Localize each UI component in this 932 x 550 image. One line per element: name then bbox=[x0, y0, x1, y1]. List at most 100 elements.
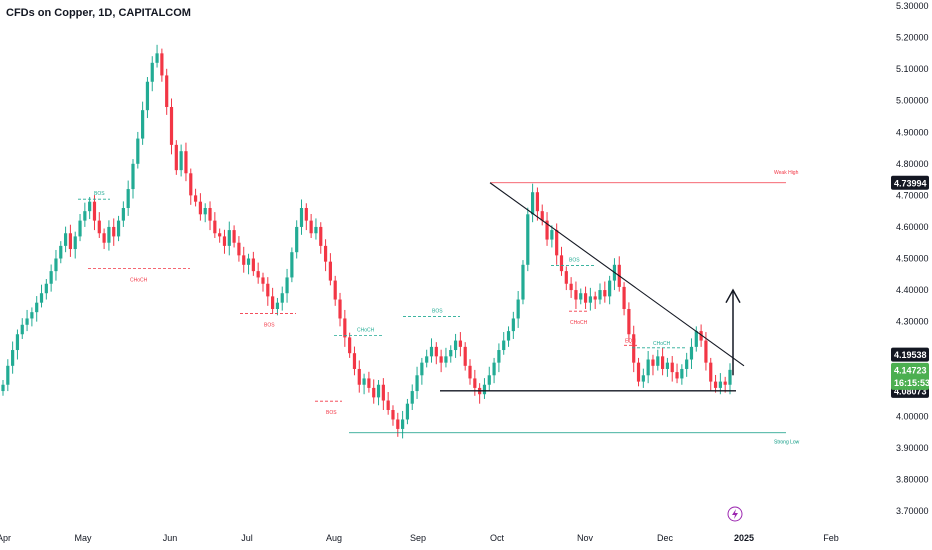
candle-body bbox=[583, 293, 588, 303]
time-tick-label: 2025 bbox=[734, 533, 754, 543]
candle-body bbox=[54, 258, 58, 272]
candle-body bbox=[391, 410, 395, 420]
candle-body bbox=[6, 365, 10, 385]
candle-body bbox=[497, 350, 501, 363]
candle-body bbox=[295, 226, 299, 253]
time-axis: Apr May Jun Jul Aug Sep Oct Nov Dec 2025 Feb bbox=[0, 506, 839, 543]
candle-body bbox=[242, 255, 246, 265]
price-tag-label: 4.73994 bbox=[894, 178, 927, 188]
candle-body bbox=[1, 384, 5, 392]
candle-body bbox=[59, 245, 63, 259]
time-tick-label: Sep bbox=[410, 533, 426, 543]
bos-label: BOS bbox=[432, 309, 443, 315]
candle-body bbox=[352, 353, 357, 369]
candle-body bbox=[473, 378, 477, 388]
candle-body bbox=[198, 201, 202, 215]
candle-body bbox=[670, 362, 674, 373]
candle-body bbox=[434, 346, 438, 357]
candle-body bbox=[463, 346, 467, 366]
lightning-icon bbox=[732, 509, 738, 519]
price-tags-layer: 4.73994 4.19538 4.08073 4.14723 16:15:53 bbox=[891, 175, 930, 398]
candle-body bbox=[189, 173, 193, 196]
candle-body bbox=[25, 318, 29, 325]
candle-body bbox=[535, 192, 540, 212]
candle-body bbox=[179, 151, 183, 171]
candle-body bbox=[410, 391, 414, 404]
price-tick-label: 5.20000 bbox=[896, 33, 929, 43]
candle-body bbox=[415, 375, 419, 392]
candle-body bbox=[694, 331, 698, 347]
candle-body bbox=[646, 359, 650, 376]
candle-body bbox=[632, 334, 636, 363]
candle-body bbox=[73, 236, 77, 250]
candle-body bbox=[526, 214, 530, 265]
candle-body bbox=[656, 356, 660, 366]
candle-body bbox=[20, 324, 24, 335]
candles-layer bbox=[1, 44, 732, 439]
candle-body bbox=[622, 286, 626, 309]
candle-body bbox=[675, 372, 679, 379]
candle-body bbox=[492, 362, 496, 376]
candle-body bbox=[487, 375, 491, 385]
time-tick-label: Jul bbox=[241, 533, 253, 543]
time-tick-label: Feb bbox=[823, 533, 839, 543]
price-tick-label: 4.80000 bbox=[896, 159, 929, 169]
choch-label: CHoCH bbox=[570, 320, 588, 326]
candle-body bbox=[323, 245, 328, 262]
bos-label: BOS bbox=[94, 191, 105, 197]
candle-body bbox=[92, 201, 97, 221]
candle-body bbox=[401, 419, 405, 429]
weak-high-label: Weak High bbox=[774, 170, 799, 176]
candle-body bbox=[386, 400, 390, 410]
candle-body bbox=[564, 271, 568, 284]
price-tick-label: 4.60000 bbox=[896, 222, 929, 232]
candle-body bbox=[425, 356, 429, 363]
candle-body bbox=[266, 283, 270, 297]
candle-body bbox=[165, 75, 169, 107]
candle-body bbox=[145, 81, 150, 111]
bos-label: BOS bbox=[326, 410, 337, 416]
drawings-layer: Weak High Strong Low BOS CHoCH BOS CHoCH BOS BO… bbox=[78, 170, 800, 446]
candle-body bbox=[502, 340, 506, 351]
candle-body bbox=[251, 258, 255, 272]
candle-body bbox=[184, 151, 188, 174]
candle-body bbox=[203, 208, 207, 215]
choch-label: CHoCH bbox=[653, 341, 671, 347]
candle-body bbox=[116, 220, 121, 237]
candle-body bbox=[540, 211, 544, 221]
candle-body bbox=[314, 226, 318, 234]
price-tick-label: 4.30000 bbox=[896, 317, 929, 327]
candle-body bbox=[150, 62, 154, 82]
candle-body bbox=[449, 350, 453, 357]
time-tick-label: Apr bbox=[0, 533, 11, 543]
candle-body bbox=[482, 384, 487, 395]
price-tick-label: 3.70000 bbox=[896, 506, 929, 516]
candle-body bbox=[651, 359, 655, 366]
candle-body bbox=[396, 419, 400, 429]
candle-body bbox=[531, 192, 535, 215]
price-tick-label: 3.80000 bbox=[896, 474, 929, 484]
candle-body bbox=[304, 208, 308, 221]
candle-body bbox=[30, 312, 34, 319]
candle-body bbox=[290, 252, 294, 278]
candle-body bbox=[444, 356, 448, 363]
price-tick-label: 3.90000 bbox=[896, 443, 929, 453]
candle-body bbox=[641, 375, 645, 382]
candle-body bbox=[665, 362, 670, 369]
candle-body bbox=[333, 280, 337, 300]
candle-body bbox=[285, 277, 289, 294]
candle-body bbox=[126, 189, 130, 208]
candle-body bbox=[174, 144, 178, 171]
candle-body bbox=[593, 296, 597, 300]
candle-body bbox=[193, 195, 198, 202]
candle-body bbox=[506, 331, 511, 341]
candle-body bbox=[131, 163, 135, 190]
candle-body bbox=[261, 277, 265, 284]
bos-label: BOS bbox=[264, 322, 275, 328]
arrow-head bbox=[725, 288, 741, 304]
candle-body bbox=[680, 368, 684, 379]
candle-body bbox=[579, 293, 583, 300]
candle-body bbox=[545, 220, 549, 240]
candle-body bbox=[685, 359, 689, 369]
